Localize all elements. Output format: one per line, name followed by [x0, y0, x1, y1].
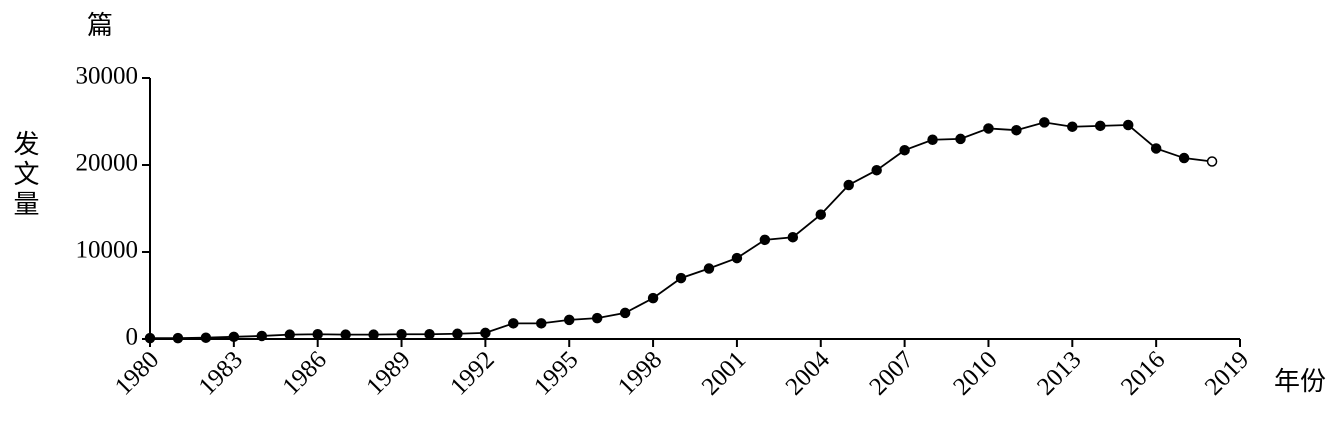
y-tick-label: 20000 — [76, 150, 139, 177]
x-tick-label: 1995 — [529, 346, 583, 400]
y-tick-label: 10000 — [76, 237, 139, 264]
x-tick-label: 2013 — [1032, 346, 1086, 400]
point — [843, 179, 854, 191]
line — [150, 121, 1213, 340]
point — [591, 312, 603, 324]
point — [675, 272, 687, 284]
x-tick-label: 2010 — [948, 346, 1002, 400]
x-tick-label: 1986 — [278, 346, 332, 400]
y-axis-label: 发文量 — [10, 130, 39, 220]
point — [256, 330, 268, 342]
x-tick-label: 1980 — [110, 346, 164, 400]
point — [731, 252, 743, 264]
point — [312, 328, 323, 340]
point — [424, 328, 435, 340]
x-unit: 年份 — [1274, 367, 1326, 396]
point — [1039, 117, 1050, 128]
point — [619, 307, 631, 319]
point — [759, 234, 771, 246]
point — [1122, 119, 1134, 131]
point — [1150, 143, 1162, 154]
y-unit: 篇 — [87, 11, 113, 40]
point — [815, 209, 827, 220]
point — [228, 331, 240, 343]
point — [787, 231, 799, 243]
x-tick-label: 2016 — [1116, 346, 1170, 400]
point — [340, 329, 351, 340]
point — [396, 328, 407, 340]
x-tick-label: 2004 — [781, 346, 836, 401]
x-tick-label: 2001 — [697, 346, 751, 400]
point — [1178, 152, 1190, 164]
x-tick-label: 1992 — [445, 346, 499, 400]
point — [368, 329, 379, 340]
point — [647, 292, 659, 304]
point — [955, 133, 966, 145]
point — [563, 314, 575, 326]
point — [1011, 124, 1022, 136]
x-tick-label: 2007 — [864, 346, 918, 400]
y-tick-label: 0 — [126, 324, 139, 351]
point — [1095, 120, 1106, 132]
point — [480, 327, 491, 339]
x-tick-label: 2019 — [1200, 346, 1254, 400]
point — [144, 332, 156, 344]
point — [508, 318, 519, 329]
point — [871, 164, 882, 176]
x-tick-label: 1989 — [361, 346, 415, 400]
point — [172, 332, 184, 344]
point — [536, 318, 547, 329]
y-tick-label: 30000 — [76, 63, 139, 90]
point — [703, 263, 715, 274]
point — [927, 134, 938, 146]
point — [1206, 156, 1218, 167]
x-tick-label: 1998 — [613, 346, 667, 400]
point — [284, 329, 295, 340]
point — [983, 123, 994, 134]
point — [1067, 121, 1078, 132]
x-tick-label: 1983 — [194, 346, 248, 400]
point — [899, 144, 910, 156]
point — [452, 328, 463, 340]
point — [200, 332, 212, 343]
